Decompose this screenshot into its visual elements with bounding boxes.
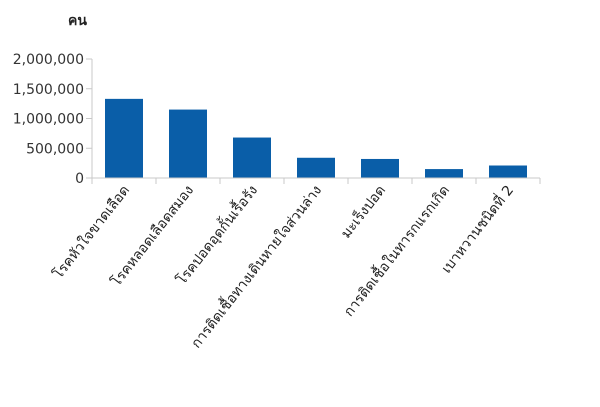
x-axis-tick-marks bbox=[91, 178, 541, 184]
x-category-label: มะเร็งปอด bbox=[337, 181, 390, 241]
y-axis-unit-label: คน bbox=[68, 13, 87, 29]
bars bbox=[105, 98, 527, 178]
bar bbox=[425, 169, 463, 178]
bar bbox=[233, 137, 271, 178]
bar bbox=[361, 158, 399, 178]
x-category-label: การติดเชื้อทางเดินหายใจส่วนล่าง bbox=[186, 181, 325, 352]
bar bbox=[489, 165, 527, 178]
y-axis-ticks: 0 500,000 1,000,000 1,500,000 2,000,000 bbox=[13, 52, 92, 187]
y-tick-label: 500,000 bbox=[26, 141, 84, 157]
bar bbox=[169, 109, 207, 178]
y-tick-label: 0 bbox=[75, 171, 84, 187]
y-tick-label: 1,000,000 bbox=[13, 112, 84, 128]
bar bbox=[297, 157, 335, 178]
y-tick-label: 2,000,000 bbox=[13, 52, 84, 68]
x-axis-category-labels: โรคหัวใจขาดเลือดโรคหลอดเลือดสมองโรคปอดอุ… bbox=[50, 181, 518, 352]
x-category-label: การติดเชื้อในทารกแรกเกิด bbox=[339, 181, 453, 320]
bar bbox=[105, 98, 143, 178]
y-tick-label: 1,500,000 bbox=[13, 82, 84, 98]
